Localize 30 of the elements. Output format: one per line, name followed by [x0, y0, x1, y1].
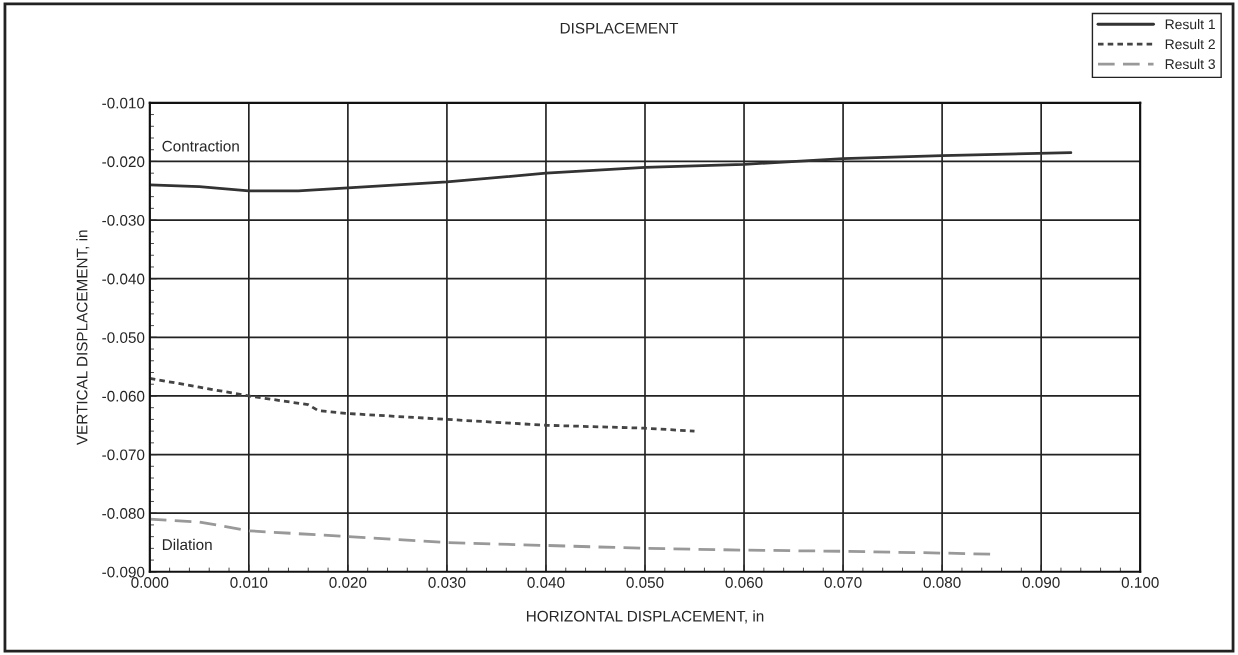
annotation: Contraction [162, 140, 239, 152]
x-tick-label: 0.060 [725, 577, 763, 588]
y-tick-label: -0.010 [102, 97, 145, 109]
y-tick-label: -0.040 [102, 273, 145, 285]
y-axis-title: VERTICAL DISPLACEMENT, in [76, 230, 90, 446]
x-axis-title: HORIZONTAL DISPLACEMENT, in [526, 610, 764, 624]
y-tick-label: -0.030 [102, 214, 145, 226]
x-tick-label: 0.030 [428, 577, 466, 588]
legend-label: Result 2 [1165, 38, 1215, 50]
x-tick-label: 0.070 [824, 577, 862, 588]
y-tick-label: -0.090 [102, 566, 145, 578]
y-tick-label: -0.080 [102, 508, 145, 519]
x-tick-label: 0.020 [329, 577, 367, 588]
y-tick-label: -0.020 [102, 156, 145, 168]
legend-label: Result 3 [1165, 58, 1215, 70]
x-tick-label: 0.000 [131, 577, 169, 588]
x-tick-label: 0.090 [1022, 577, 1060, 588]
y-tick-label: -0.060 [102, 390, 145, 402]
chart-title: DISPLACEMENT [560, 22, 679, 34]
x-tick-label: 0.050 [626, 577, 664, 588]
x-tick-label: 0.080 [923, 577, 961, 588]
x-tick-label: 0.040 [527, 577, 565, 588]
line-series [149, 376, 696, 433]
y-tick-label: -0.070 [102, 449, 145, 461]
y-tick-label: -0.050 [102, 332, 145, 344]
x-tick-label: 0.100 [1121, 577, 1159, 588]
line-series [149, 151, 1073, 193]
annotation: Dilation [162, 538, 212, 551]
x-tick-label: 0.010 [230, 577, 268, 588]
legend-label: Result 1 [1165, 19, 1215, 30]
